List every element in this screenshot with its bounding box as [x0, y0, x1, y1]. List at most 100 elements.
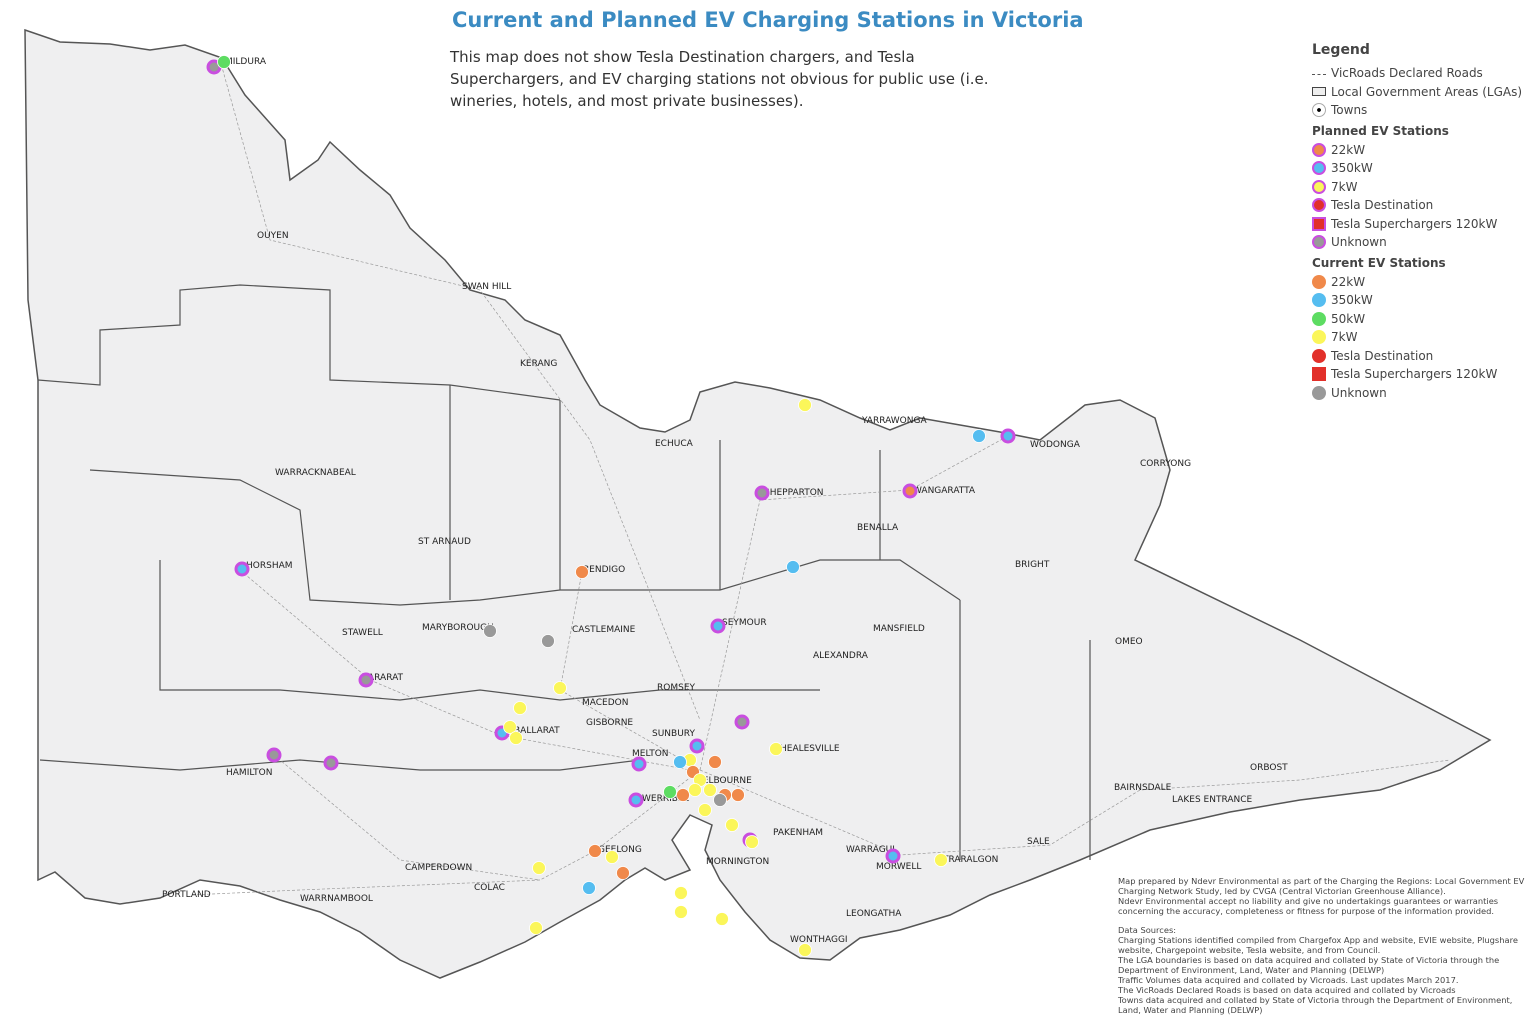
- town-label: ALEXANDRA: [813, 651, 869, 661]
- planned-station-marker[interactable]: [710, 618, 726, 634]
- town-label: MELTON: [632, 749, 669, 759]
- town-label: SWAN HILL: [462, 282, 511, 292]
- map-subtitle: This map does not show Tesla Destination…: [450, 48, 989, 110]
- town-label: PAKENHAM: [773, 828, 823, 838]
- town-label: WARRAGUL: [846, 845, 897, 855]
- town-label: MORWELL: [876, 862, 921, 872]
- legend-item-current: 50kW: [1312, 310, 1522, 329]
- current-station-marker[interactable]: [934, 853, 948, 867]
- town-label: ST ARNAUD: [418, 537, 471, 547]
- current-station-marker[interactable]: [708, 755, 722, 769]
- planned-station-marker[interactable]: [631, 756, 647, 772]
- map-title: Current and Planned EV Charging Stations…: [452, 8, 1084, 32]
- planned-station-marker[interactable]: [885, 848, 901, 864]
- town-label: GISBORNE: [586, 718, 633, 728]
- current-station-marker[interactable]: [798, 943, 812, 957]
- current-title: Current EV Stations: [1312, 255, 1446, 270]
- planned-station-marker[interactable]: [323, 755, 339, 771]
- legend-label: Tesla Destination: [1331, 348, 1434, 363]
- current-station-marker[interactable]: [582, 881, 596, 895]
- town-label: WANGARATTA: [913, 486, 976, 496]
- planned-station-marker[interactable]: [628, 792, 644, 808]
- planned-station-marker[interactable]: [734, 714, 750, 730]
- town-label: SEYMOUR: [722, 618, 767, 628]
- current-station-marker[interactable]: [713, 793, 727, 807]
- current-station-marker[interactable]: [588, 844, 602, 858]
- current-station-marker[interactable]: [217, 55, 231, 69]
- current-station-marker[interactable]: [745, 835, 759, 849]
- town-label: BALLARAT: [514, 726, 560, 736]
- town-label: MILDURA: [225, 57, 267, 67]
- current-station-marker[interactable]: [605, 850, 619, 864]
- current-station-marker[interactable]: [676, 788, 690, 802]
- circle-marker-icon: [1312, 161, 1326, 176]
- town-label: WONTHAGGI: [790, 935, 848, 945]
- circle-marker-icon: [1312, 274, 1326, 289]
- disclaimer-text: Ndevr Environmental accept no liability …: [1118, 896, 1499, 916]
- current-station-marker[interactable]: [972, 429, 986, 443]
- town-label: TRARALGON: [942, 855, 998, 865]
- town-label: WODONGA: [1030, 440, 1081, 450]
- circle-marker-icon: [1312, 198, 1326, 213]
- town-label: MACEDON: [582, 698, 628, 708]
- current-station-marker[interactable]: [509, 731, 523, 745]
- circle-marker-icon: [1312, 348, 1326, 363]
- planned-station-marker[interactable]: [266, 747, 282, 763]
- planned-station-marker[interactable]: [234, 561, 250, 577]
- legend-item-towns: Towns: [1312, 101, 1522, 120]
- current-station-marker[interactable]: [541, 634, 555, 648]
- current-station-marker[interactable]: [673, 755, 687, 769]
- town-label: SUNBURY: [652, 729, 695, 739]
- planned-station-marker[interactable]: [754, 485, 770, 501]
- town-label: LAKES ENTRANCE: [1172, 795, 1253, 805]
- current-station-marker[interactable]: [725, 818, 739, 832]
- legend-item-roads: VicRoads Declared Roads: [1312, 64, 1522, 83]
- town-label: ROMSEY: [657, 683, 696, 693]
- circle-marker-icon: [1312, 330, 1326, 345]
- town-label: SHEPPARTON: [764, 488, 824, 498]
- current-station-marker[interactable]: [688, 783, 702, 797]
- planned-station-marker[interactable]: [689, 738, 705, 754]
- current-station-marker[interactable]: [503, 720, 517, 734]
- legend-item-planned: Unknown: [1312, 233, 1522, 252]
- planned-station-marker[interactable]: [902, 483, 918, 499]
- town-label: PORTLAND: [162, 890, 211, 900]
- current-station-marker[interactable]: [798, 398, 812, 412]
- lga-boundaries: [37, 284, 1091, 860]
- current-station-marker[interactable]: [513, 701, 527, 715]
- current-station-marker[interactable]: [663, 785, 677, 799]
- source-line: Towns data acquired and collated by Stat…: [1118, 995, 1513, 1015]
- planned-station-marker[interactable]: [1000, 428, 1016, 444]
- current-station-marker[interactable]: [483, 624, 497, 638]
- legend-label: 50kW: [1331, 311, 1366, 326]
- current-station-marker[interactable]: [703, 783, 717, 797]
- current-station-marker[interactable]: [575, 565, 589, 579]
- planned-station-marker[interactable]: [358, 672, 374, 688]
- legend-item-current: 7kW: [1312, 328, 1522, 347]
- legend: Legend VicRoads Declared Roads Local Gov…: [1312, 42, 1522, 402]
- town-label: HAMILTON: [226, 768, 272, 778]
- current-station-marker[interactable]: [674, 905, 688, 919]
- current-station-marker[interactable]: [786, 560, 800, 574]
- current-station-marker[interactable]: [674, 886, 688, 900]
- current-station-marker[interactable]: [698, 803, 712, 817]
- current-station-marker[interactable]: [553, 681, 567, 695]
- town-label: HEALESVILLE: [780, 744, 840, 754]
- sources-title: Data Sources:: [1118, 925, 1177, 935]
- legend-item-planned: 7kW: [1312, 178, 1522, 197]
- town-label: COLAC: [474, 883, 505, 893]
- legend-item-lgas: Local Government Areas (LGAs): [1312, 83, 1522, 102]
- current-station-marker[interactable]: [769, 742, 783, 756]
- legend-label: 22kW: [1331, 142, 1366, 157]
- current-station-marker[interactable]: [616, 866, 630, 880]
- current-station-marker[interactable]: [529, 921, 543, 935]
- current-station-marker[interactable]: [532, 861, 546, 875]
- town-label: SALE: [1027, 837, 1050, 847]
- town-label: WERRIBEE: [642, 794, 690, 804]
- current-station-marker[interactable]: [715, 912, 729, 926]
- current-station-marker[interactable]: [731, 788, 745, 802]
- map-notes: Map prepared by Ndevr Environmental as p…: [1118, 876, 1528, 1015]
- credit-text: Map prepared by Ndevr Environmental as p…: [1118, 876, 1525, 896]
- victoria-outline: [24, 28, 1492, 979]
